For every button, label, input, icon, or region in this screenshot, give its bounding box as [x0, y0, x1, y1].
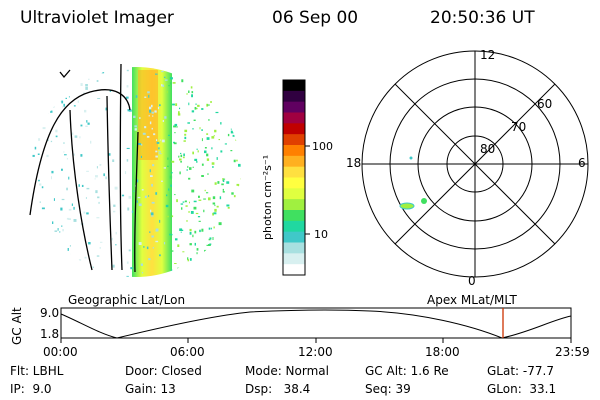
orbit-y-tick-high: 9.0 [40, 306, 60, 320]
orbit-y-axis-label: GC Alt [10, 307, 24, 345]
mlt-label-18: 18 [346, 156, 362, 170]
colorbar-segment [283, 155, 305, 168]
colorbar-segment [283, 231, 305, 243]
colorbar-tick-10: 10 [314, 228, 328, 241]
orbit-x-tick-2359: 23:59 [555, 345, 590, 359]
emission-spot [399, 202, 415, 210]
instrument-title: Ultraviolet Imager [20, 8, 174, 28]
mlt-label-12: 12 [480, 48, 496, 62]
orbit-x-tick-1800: 18:00 [425, 345, 460, 359]
orbit-y-tick-low: 1.8 [40, 327, 60, 341]
orbit-left-title: Geographic Lat/Lon [68, 293, 186, 307]
lat-label-80: 80 [480, 142, 496, 156]
colorbar-tick-100: 100 [312, 140, 333, 153]
colorbar-segment [283, 264, 305, 276]
status-gain: Gain: 13 [125, 382, 176, 396]
colorbar-segment [283, 101, 305, 113]
time-label: 20:50:36 UT [430, 8, 535, 28]
colorbar-segment [283, 242, 305, 254]
mlt-label-0: 0 [468, 274, 476, 288]
colorbar-segment [283, 145, 305, 157]
status-glat: GLat: -77.7 [487, 364, 554, 378]
colorbar-segment [283, 80, 305, 92]
status-ip: IP: 9.0 [10, 382, 52, 396]
status-door: Door: Closed [125, 364, 202, 378]
status-seq: Seq: 39 [365, 382, 411, 396]
orbit-altitude-curve [60, 309, 572, 339]
orbit-x-tick-0000: 00:00 [43, 345, 78, 359]
colorbar-segment [283, 112, 305, 124]
graticule-lines [29, 63, 139, 273]
orbit-x-tick-0600: 06:00 [170, 345, 205, 359]
polar-ring-outer [361, 50, 589, 278]
status-dsp: Dsp: 38.4 [245, 382, 311, 396]
colorbar-segment [283, 253, 305, 265]
aurora-band [132, 67, 172, 277]
orbit-x-tick-1200: 12:00 [298, 345, 333, 359]
mlt-label-6: 6 [578, 156, 586, 170]
colorbar-segment [283, 134, 305, 146]
colorbar-unit-label: photon cm⁻²s⁻¹ [261, 154, 274, 240]
polar-ring-60 [389, 78, 561, 250]
color-bar [282, 79, 306, 276]
status-gc-alt: GC Alt: 1.6 Re [365, 364, 449, 378]
lat-label-70: 70 [511, 120, 527, 134]
colorbar-segment [283, 210, 305, 222]
date-label: 06 Sep 00 [272, 8, 359, 28]
colorbar-segment [283, 220, 305, 233]
colorbar-segment [283, 188, 305, 200]
orbit-right-title: Apex MLat/MLT [427, 293, 517, 307]
colorbar-segment [283, 177, 305, 189]
status-filter: Flt: LBHL [10, 364, 64, 378]
colorbar-segment [283, 90, 305, 103]
colorbar-segment [283, 123, 305, 135]
lat-label-60: 60 [537, 97, 553, 111]
status-glon: GLon: 33.1 [487, 382, 557, 396]
colorbar-segment [283, 166, 305, 178]
status-mode: Mode: Normal [245, 364, 329, 378]
colorbar-segment [283, 199, 305, 211]
